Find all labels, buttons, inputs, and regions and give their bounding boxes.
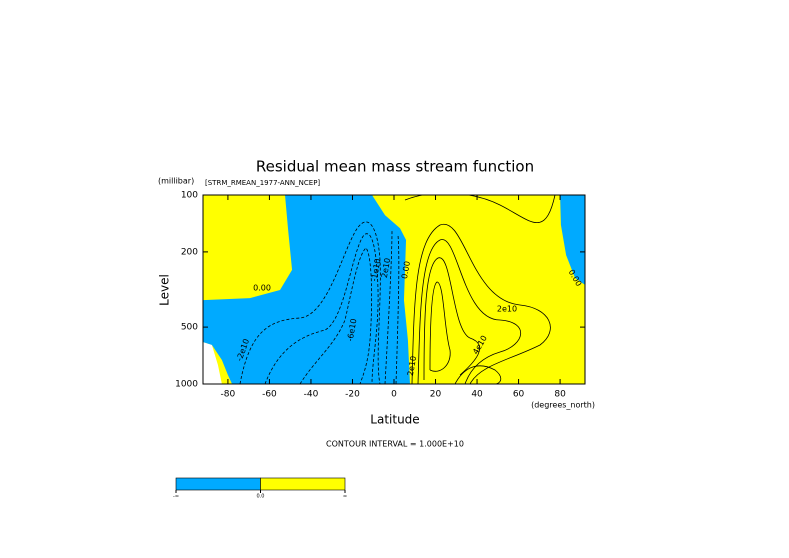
contour (384, 229, 393, 384)
contour (417, 239, 521, 384)
y-tick-label: 1000 (175, 380, 198, 390)
contour (454, 365, 502, 384)
contour (404, 195, 556, 224)
x-tick-label: 60 (513, 390, 525, 400)
plot-area (203, 195, 585, 384)
x-tick-label: 20 (430, 390, 442, 400)
contour-lines (239, 195, 556, 384)
contour-label: 0.00 (400, 260, 412, 279)
x-tick-label: -60 (262, 390, 277, 400)
contour-label: -6e10 (346, 318, 359, 342)
colorbar-label: 0.0 (257, 494, 265, 500)
contour-label: 2e10 (380, 257, 392, 278)
contour (239, 221, 381, 384)
contour-label: 2e10 (497, 305, 517, 314)
chart-title: Residual mean mass stream function (256, 158, 534, 176)
subtitle: [STRM_RMEAN_1977-ANN_NCEP] (205, 179, 320, 187)
x-tick-label: 0 (391, 390, 397, 400)
y-tick-label: 100 (181, 191, 198, 201)
y-units: (millibar) (158, 177, 194, 186)
region (203, 195, 410, 384)
colorbar-label: -∞ (173, 494, 179, 500)
colorbar-swatch (260, 477, 346, 491)
contour (395, 234, 400, 384)
x-tick-label: 80 (554, 390, 566, 400)
contour-label: -1e10 (370, 258, 383, 282)
x-axis-label: Latitude (370, 413, 419, 427)
x-tick-label: -20 (345, 390, 360, 400)
contour (299, 247, 373, 384)
x-tick-label: -40 (304, 390, 319, 400)
y-tick-label: 200 (181, 247, 198, 257)
contour-label: 2e10 (406, 355, 418, 376)
colorbar-swatch (175, 477, 261, 491)
y-axis-label: Level (158, 274, 172, 306)
x-units: (degrees_north) (531, 401, 595, 410)
contour (429, 281, 451, 372)
contour-label: 0.00 (253, 284, 271, 293)
y-tick-label: 500 (181, 323, 198, 333)
region (203, 342, 222, 384)
contour (411, 223, 551, 384)
colorbar-label: ∞ (343, 494, 347, 500)
footnote: CONTOUR INTERVAL = 1.000E+10 (326, 440, 464, 449)
region (560, 195, 585, 285)
x-tick-label: -80 (221, 390, 236, 400)
x-tick-label: 40 (471, 390, 483, 400)
contour (423, 257, 480, 381)
